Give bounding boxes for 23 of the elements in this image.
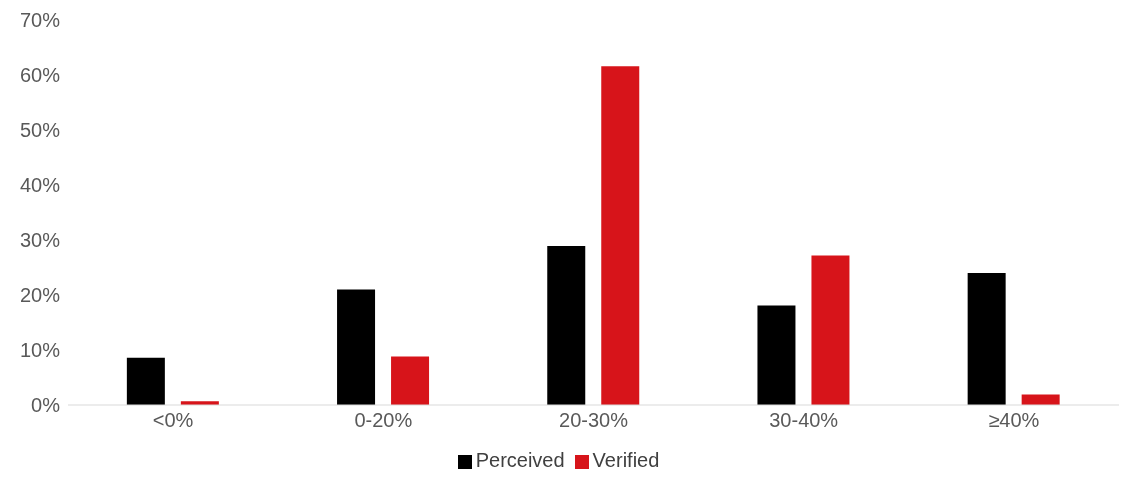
x-tick-label: 30-40% — [769, 409, 839, 432]
bar — [547, 246, 586, 405]
y-tick-label: 30% — [19, 229, 61, 252]
y-tick-label: 10% — [19, 339, 61, 362]
bar — [391, 356, 430, 405]
y-tick-label: 60% — [19, 64, 61, 87]
bar — [601, 66, 640, 405]
y-tick-label: 40% — [19, 174, 61, 197]
legend-label: Perceived — [475, 449, 565, 471]
bar — [811, 255, 850, 405]
y-tick-label: 0% — [31, 394, 61, 417]
bar — [967, 273, 1006, 405]
bar — [337, 289, 376, 405]
y-tick-label: 20% — [19, 284, 61, 307]
y-tick-label: 50% — [19, 119, 61, 142]
y-tick-label: 70% — [19, 9, 61, 32]
legend-label: Verified — [592, 449, 660, 471]
x-tick-label: <0% — [152, 409, 194, 432]
x-tick-label: 20-30% — [559, 409, 629, 432]
bar — [126, 357, 165, 405]
x-tick-label: ≥40% — [988, 409, 1040, 432]
x-tick-label: 0-20% — [354, 409, 413, 432]
bar — [757, 305, 796, 405]
